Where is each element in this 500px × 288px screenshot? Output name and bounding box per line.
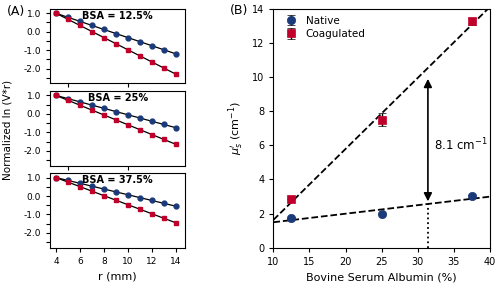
Text: BSA = 37.5%: BSA = 37.5%	[82, 175, 153, 185]
X-axis label: Bovine Serum Albumin (%): Bovine Serum Albumin (%)	[306, 272, 457, 282]
Text: BSA = 12.5%: BSA = 12.5%	[82, 11, 153, 21]
Text: Normalized ln (V*r): Normalized ln (V*r)	[2, 79, 12, 180]
Text: BSA = 25%: BSA = 25%	[88, 93, 148, 103]
Y-axis label: $\mu_s^{\prime}$ (cm$^{-1}$): $\mu_s^{\prime}$ (cm$^{-1}$)	[227, 101, 246, 155]
Text: (A): (A)	[6, 5, 25, 18]
Legend: Native, Coagulated: Native, Coagulated	[278, 14, 368, 41]
Text: (B): (B)	[230, 4, 248, 17]
Text: 8.1 cm$^{-1}$: 8.1 cm$^{-1}$	[434, 137, 488, 154]
X-axis label: r (mm): r (mm)	[98, 271, 137, 281]
